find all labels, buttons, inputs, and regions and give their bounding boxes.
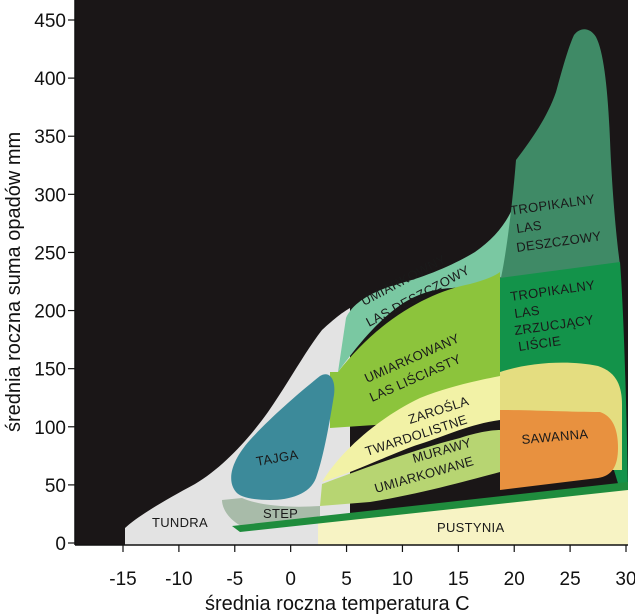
y-tick-label: 300: [34, 185, 66, 206]
y-axis-title: średnia roczna suma opadów mm: [3, 132, 25, 432]
murawy-region: [320, 430, 500, 506]
umiarkowany-deszczowy-region: [338, 200, 516, 372]
step-gray-band: [222, 498, 320, 528]
x-tick-label: 0: [285, 569, 296, 590]
y-axis-ticks: 0 50 100 150 200 250 300 350 400 450: [34, 11, 75, 555]
label-step: STEP: [263, 506, 298, 521]
x-tick-label: 25: [560, 569, 581, 590]
pustynia-region: [318, 484, 628, 545]
x-tick-label: 15: [448, 569, 469, 590]
label-tundra: TUNDRA: [152, 515, 208, 530]
x-tick-label: 30: [615, 569, 635, 590]
x-axis-ticks: -15 -10 -5 0 5 10 15 20 25 30: [109, 545, 635, 590]
y-tick-label: 350: [34, 127, 66, 148]
tropikalny-deszczowy-region: [500, 29, 620, 292]
zarosla-region: [322, 376, 500, 482]
y-tick-label: 200: [34, 302, 66, 323]
x-tick-label: -15: [109, 569, 136, 590]
y-tick-label: 50: [45, 476, 66, 497]
plot-area: TUNDRA STEP PUSTYNIA TAJGA UMIARKOWNY LA…: [75, 0, 628, 545]
y-tick-label: 400: [34, 69, 66, 90]
axes: -15 -10 -5 0 5 10 15 20 25 30 0 50 100 150 200 250 300 3…: [34, 0, 635, 590]
step-band: [232, 482, 628, 532]
y-tick-label: 450: [34, 11, 66, 32]
x-tick-label: -10: [165, 569, 192, 590]
x-tick-label: 20: [504, 569, 525, 590]
label-tropikalny-zrzucajacy-4: LIŚCIE: [517, 333, 562, 354]
y-tick-label: 250: [34, 243, 66, 264]
x-axis-title: średnia roczna temperatura C: [205, 593, 470, 615]
label-tropikalny-deszczowy-2: LAS: [515, 218, 542, 236]
label-tropikalny-zrzucajacy-2: LAS: [513, 303, 540, 321]
y-tick-label: 0: [55, 534, 66, 555]
label-pustynia: PUSTYNIA: [437, 520, 504, 535]
x-tick-label: 10: [392, 569, 413, 590]
label-sawanna: SAWANNA: [521, 426, 589, 447]
y-tick-label: 100: [34, 418, 66, 439]
label-tajga: TAJGA: [255, 447, 299, 469]
y-tick-label: 150: [34, 360, 66, 381]
x-tick-label: -5: [226, 569, 243, 590]
x-tick-label: 5: [341, 569, 352, 590]
tajga-region: [231, 374, 335, 500]
sawanna-region: [500, 410, 618, 490]
